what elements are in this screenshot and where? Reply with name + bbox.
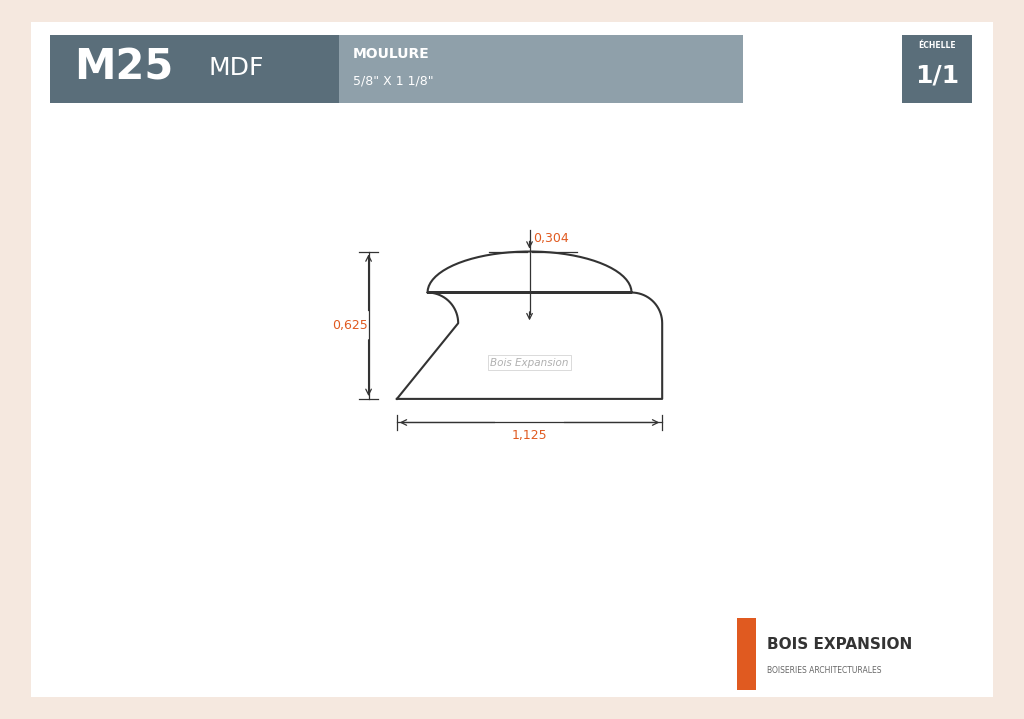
Text: BOISERIES ARCHITECTURALES: BOISERIES ARCHITECTURALES [767,666,881,674]
FancyBboxPatch shape [339,35,743,103]
Text: Bois Expansion: Bois Expansion [490,357,568,367]
Text: 1/1: 1/1 [914,64,959,88]
Text: ÉCHELLE: ÉCHELLE [919,41,955,50]
Text: 5/8" X 1 1/8": 5/8" X 1 1/8" [353,75,434,88]
Text: MDF: MDF [209,55,264,80]
FancyBboxPatch shape [902,35,972,103]
FancyBboxPatch shape [26,18,998,701]
FancyBboxPatch shape [50,35,339,103]
FancyBboxPatch shape [737,618,756,690]
Text: 0,304: 0,304 [532,232,568,245]
Text: 1,125: 1,125 [512,429,548,442]
Polygon shape [397,252,663,399]
Text: MOULURE: MOULURE [353,47,430,61]
Text: 0,625: 0,625 [332,319,368,331]
Text: BOIS EXPANSION: BOIS EXPANSION [767,638,911,652]
Text: M25: M25 [74,47,173,88]
